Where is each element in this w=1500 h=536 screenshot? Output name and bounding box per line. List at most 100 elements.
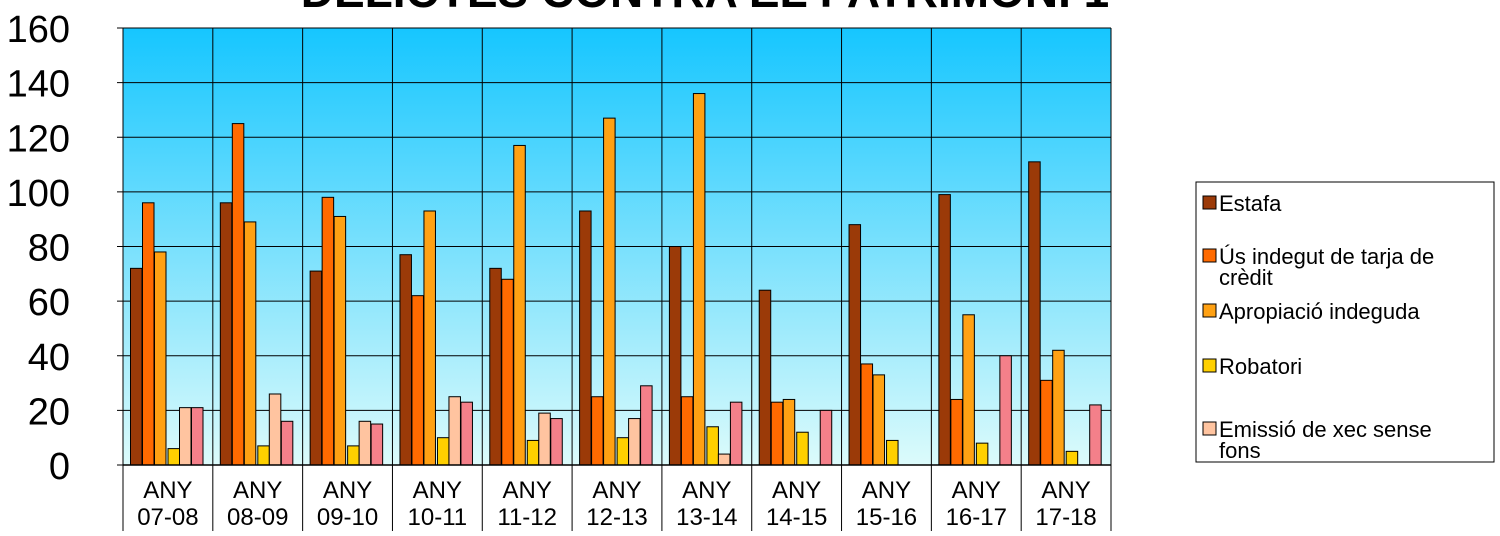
bar [347, 445, 360, 466]
x-tick-label: ANY [682, 477, 731, 504]
bar [782, 398, 796, 466]
legend-label: Apropiació indeguda [1219, 299, 1420, 324]
y-tick-label: 40 [28, 337, 70, 379]
bar [872, 374, 886, 466]
bar [179, 407, 192, 466]
x-tick-label: 14-15 [766, 504, 827, 531]
bar [938, 194, 951, 466]
y-tick-label: 140 [7, 64, 70, 106]
bar [886, 439, 899, 466]
bar [167, 448, 180, 466]
bar [1028, 161, 1041, 466]
x-tick-label: ANY [1041, 477, 1090, 504]
bar [579, 210, 592, 466]
bar [717, 453, 731, 466]
bar [333, 215, 347, 466]
bar [526, 439, 540, 466]
legend-swatch [1202, 303, 1217, 318]
bar [191, 407, 204, 466]
bar [538, 412, 551, 466]
legend-label: Ús indegut de tarja de [1219, 244, 1434, 269]
bar [962, 314, 975, 466]
x-tick-label: ANY [413, 477, 462, 504]
bar [321, 196, 335, 466]
bar [1065, 450, 1079, 466]
x-tick-label: 10-11 [408, 504, 468, 531]
x-tick-label: ANY [503, 477, 552, 504]
x-tick-label: 11-12 [497, 504, 557, 531]
bar [819, 409, 833, 466]
legend-label: Robatori [1219, 354, 1302, 379]
y-tick-label: 0 [49, 446, 70, 488]
bar [758, 289, 772, 466]
legend-swatch [1202, 421, 1217, 436]
bar [729, 401, 743, 466]
x-tick-label: ANY [772, 477, 821, 504]
x-tick-label: ANY [233, 477, 282, 504]
bar [770, 401, 784, 466]
bar [706, 426, 719, 466]
bar [411, 295, 424, 466]
legend-swatch [1202, 195, 1217, 210]
legend-swatch [1202, 248, 1217, 263]
y-tick-label: 60 [28, 282, 70, 324]
bar [999, 355, 1012, 466]
bar [154, 251, 167, 466]
bar [860, 363, 874, 466]
bar [130, 267, 143, 466]
bar [796, 431, 809, 466]
bar [975, 442, 989, 466]
x-tick-label: ANY [143, 477, 192, 504]
bar [603, 117, 616, 466]
x-tick-label: 09-10 [317, 504, 378, 531]
x-tick-label: 15-16 [856, 504, 917, 531]
bar [243, 221, 257, 466]
bar [1052, 349, 1065, 466]
bar [489, 267, 502, 466]
bar [640, 385, 653, 466]
bar [950, 398, 963, 466]
bar [460, 401, 473, 466]
y-tick-label: 160 [7, 9, 70, 51]
bar [231, 123, 245, 466]
x-tick-label: ANY [862, 477, 911, 504]
y-tick-label: 80 [28, 228, 70, 270]
x-tick-label: 16-17 [946, 504, 1007, 531]
bar [1040, 379, 1053, 466]
bar [280, 420, 294, 466]
bar [142, 202, 155, 466]
x-tick-label: ANY [952, 477, 1001, 504]
x-tick-label: 07-08 [137, 504, 198, 531]
legend-label: Emissió de xec sense [1219, 417, 1432, 442]
bar [309, 270, 323, 466]
legend-box [1195, 181, 1495, 463]
bar [358, 420, 372, 466]
legend-label: crèdit [1219, 265, 1273, 290]
bar [550, 418, 563, 466]
bar [501, 278, 514, 466]
bar [668, 246, 682, 466]
y-tick-label: 20 [28, 391, 70, 433]
x-tick-label: 08-09 [227, 504, 288, 531]
bar [692, 93, 706, 466]
bar [448, 396, 461, 466]
bar [591, 396, 604, 466]
bar [370, 423, 384, 466]
x-tick-label: ANY [323, 477, 372, 504]
bar [219, 202, 233, 466]
bar [436, 437, 450, 466]
x-tick-label: 12-13 [586, 504, 647, 531]
x-tick-label: 13-14 [676, 504, 737, 531]
bar [1089, 404, 1102, 466]
y-tick-label: 120 [7, 118, 70, 160]
bar [268, 393, 282, 466]
x-tick-label: ANY [592, 477, 641, 504]
bar [257, 445, 270, 466]
legend-swatch [1202, 358, 1217, 373]
bar [628, 418, 641, 466]
x-tick-label: 17-18 [1035, 504, 1096, 531]
bar [513, 144, 526, 466]
y-tick-label: 100 [7, 173, 70, 215]
